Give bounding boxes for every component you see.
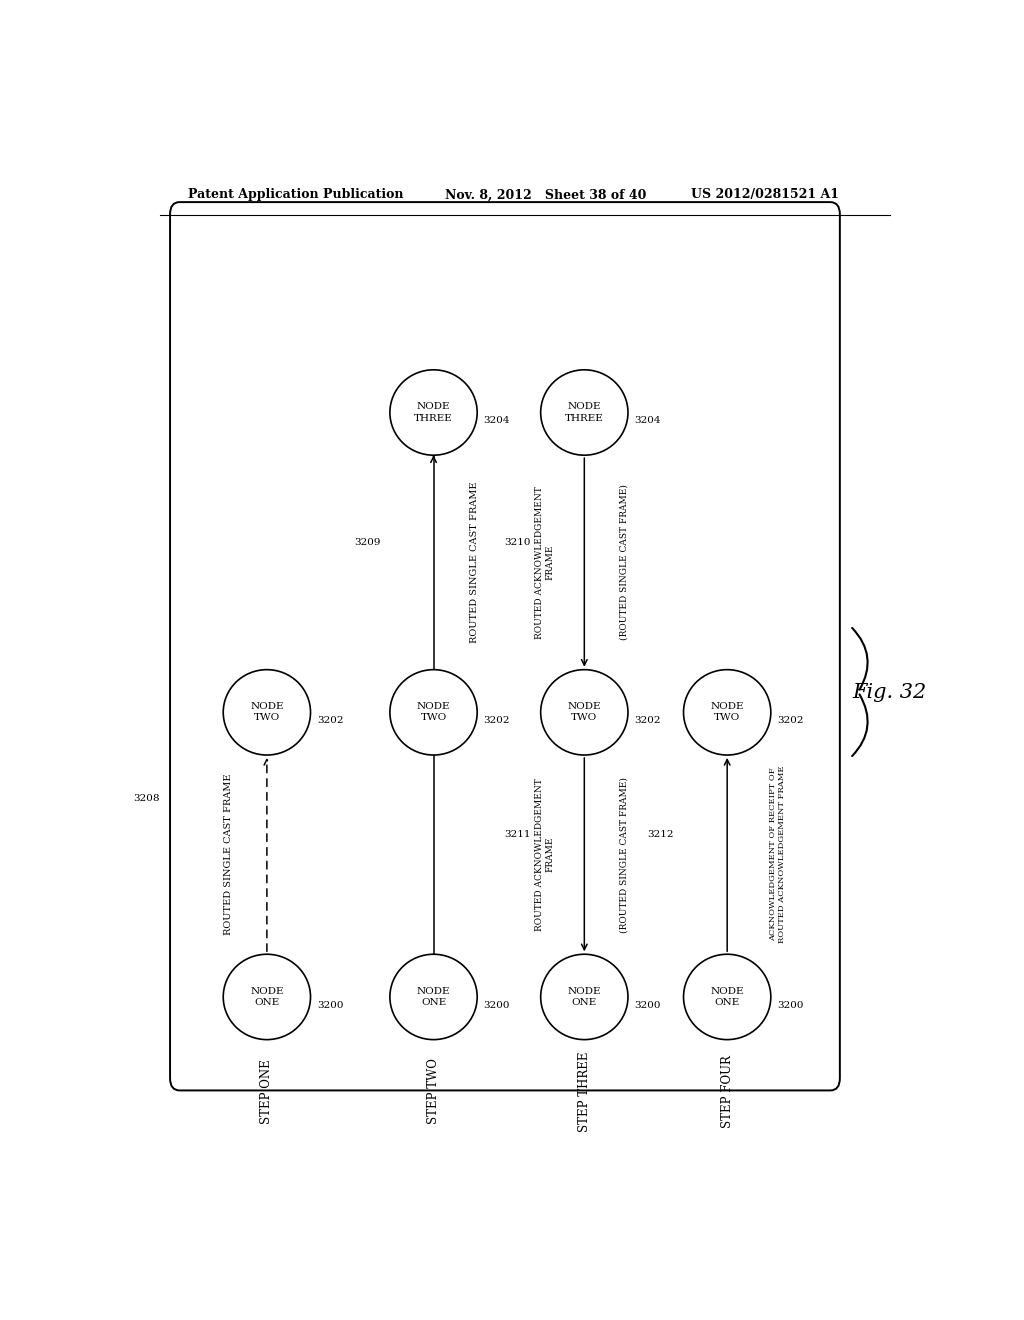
Ellipse shape (223, 954, 310, 1040)
Text: (ROUTED SINGLE CAST FRAME): (ROUTED SINGLE CAST FRAME) (620, 776, 629, 932)
Text: 3210: 3210 (505, 537, 531, 546)
Text: NODE
ONE: NODE ONE (417, 987, 451, 1007)
Text: NODE
ONE: NODE ONE (250, 987, 284, 1007)
Ellipse shape (684, 669, 771, 755)
Text: STEP FOUR: STEP FOUR (721, 1055, 733, 1127)
Text: NODE
TWO: NODE TWO (417, 702, 451, 722)
Text: ROUTED ACKNOWLEDGEMENT
FRAME: ROUTED ACKNOWLEDGEMENT FRAME (535, 779, 554, 931)
Text: 3208: 3208 (133, 795, 160, 804)
Ellipse shape (684, 954, 771, 1040)
Text: NODE
THREE: NODE THREE (414, 403, 453, 422)
Text: 3200: 3200 (777, 1001, 804, 1010)
Text: STEP THREE: STEP THREE (578, 1051, 591, 1131)
Ellipse shape (390, 669, 477, 755)
Text: STEP ONE: STEP ONE (260, 1059, 273, 1123)
Text: 3202: 3202 (777, 715, 804, 725)
Text: ACKNOWLEDGEMENT OF RECEIPT OF
ROUTED ACKNOWLEDGEMENT FRAME: ACKNOWLEDGEMENT OF RECEIPT OF ROUTED ACK… (769, 766, 785, 944)
Text: Patent Application Publication: Patent Application Publication (187, 189, 403, 202)
Ellipse shape (541, 370, 628, 455)
Text: ROUTED ACKNOWLEDGEMENT
FRAME: ROUTED ACKNOWLEDGEMENT FRAME (535, 486, 554, 639)
Text: NODE
ONE: NODE ONE (711, 987, 743, 1007)
Ellipse shape (223, 669, 310, 755)
Text: ROUTED SINGLE CAST FRAME: ROUTED SINGLE CAST FRAME (470, 482, 479, 643)
Text: 3209: 3209 (354, 537, 380, 546)
Text: 3204: 3204 (634, 416, 660, 425)
Text: NODE
TWO: NODE TWO (567, 702, 601, 722)
Text: Fig. 32: Fig. 32 (853, 682, 927, 701)
Text: NODE
TWO: NODE TWO (250, 702, 284, 722)
Text: (ROUTED SINGLE CAST FRAME): (ROUTED SINGLE CAST FRAME) (620, 484, 629, 640)
Text: 3211: 3211 (505, 830, 531, 838)
Text: 3200: 3200 (483, 1001, 510, 1010)
Text: 3202: 3202 (316, 715, 343, 725)
Ellipse shape (541, 954, 628, 1040)
Text: 3204: 3204 (483, 416, 510, 425)
Text: ROUTED SINGLE CAST FRAME: ROUTED SINGLE CAST FRAME (224, 774, 233, 936)
Text: NODE
THREE: NODE THREE (565, 403, 604, 422)
Text: US 2012/0281521 A1: US 2012/0281521 A1 (691, 189, 840, 202)
Text: 3202: 3202 (483, 715, 510, 725)
Text: NODE
ONE: NODE ONE (567, 987, 601, 1007)
Text: 3200: 3200 (316, 1001, 343, 1010)
Text: STEP TWO: STEP TWO (427, 1059, 440, 1125)
Text: 3212: 3212 (647, 830, 674, 838)
Text: 3202: 3202 (634, 715, 660, 725)
Ellipse shape (390, 370, 477, 455)
Text: 3200: 3200 (634, 1001, 660, 1010)
Text: NODE
TWO: NODE TWO (711, 702, 743, 722)
Text: Nov. 8, 2012   Sheet 38 of 40: Nov. 8, 2012 Sheet 38 of 40 (445, 189, 647, 202)
Ellipse shape (541, 669, 628, 755)
Ellipse shape (390, 954, 477, 1040)
